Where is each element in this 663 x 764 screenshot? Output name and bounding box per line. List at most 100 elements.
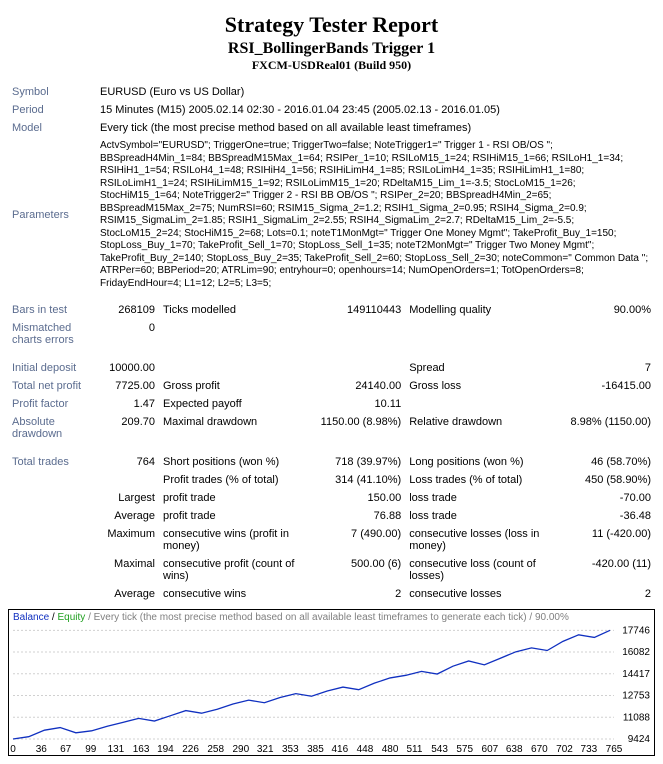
svg-text:67: 67 [60,744,72,755]
total-trades-label: Total trades [8,453,96,471]
largest-label: Largest [96,489,159,507]
profit-trades-label: Profit trades (% of total) [159,471,315,489]
maximal-label: Maximal [96,555,159,585]
svg-text:511: 511 [406,744,422,755]
rel-dd-label: Relative drawdown [405,413,565,443]
model-label: Model [8,119,96,137]
page-title: Strategy Tester Report [8,12,655,38]
symbol-value: EURUSD (Euro vs US Dollar) [96,83,655,101]
average-pt-label: profit trade [159,507,315,525]
short-pos-label: Short positions (won %) [159,453,315,471]
bars-in-test-value: 268109 [96,301,159,319]
avg-losses-label: consecutive losses [405,585,565,603]
max-dd-label: Maximal drawdown [159,413,315,443]
svg-text:385: 385 [307,744,324,755]
legend-equity: Equity [57,612,85,623]
max-dd-value: 1150.00 (8.98%) [315,413,405,443]
max-losses-value: 11 (-420.00) [565,525,655,555]
svg-text:0: 0 [10,744,16,755]
max-wins-label: consecutive wins (profit in money) [159,525,315,555]
profit-factor-label: Profit factor [8,395,96,413]
svg-text:448: 448 [357,744,374,755]
max-loss-label: consecutive loss (count of losses) [405,555,565,585]
ticks-modelled-label: Ticks modelled [159,301,315,319]
modelling-quality-value: 90.00% [565,301,655,319]
report-stats-table: Bars in test 268109 Ticks modelled 14911… [8,301,655,603]
largest-pt-value: 150.00 [315,489,405,507]
average-lt-label: loss trade [405,507,565,525]
report-top-table: Symbol EURUSD (Euro vs US Dollar) Period… [8,83,655,293]
avg-wins-value: 2 [315,585,405,603]
period-value: 15 Minutes (M15) 2005.02.14 02:30 - 2016… [96,101,655,119]
modelling-quality-label: Modelling quality [405,301,565,319]
abs-dd-label: Absolute drawdown [8,413,96,443]
svg-text:16082: 16082 [622,647,650,658]
svg-text:131: 131 [108,744,125,755]
svg-text:11088: 11088 [623,712,651,723]
svg-text:12753: 12753 [622,691,650,702]
total-net-value: 7725.00 [96,377,159,395]
long-pos-label: Long positions (won %) [405,453,565,471]
legend-balance: Balance [13,612,49,623]
average-lt-value: -36.48 [565,507,655,525]
rel-dd-value: 8.98% (1150.00) [565,413,655,443]
short-pos-value: 718 (39.97%) [315,453,405,471]
equity-chart: Balance / Equity / Every tick (the most … [8,609,655,756]
strategy-name: RSI_BollingerBands Trigger 1 [8,40,655,58]
svg-text:575: 575 [456,744,473,755]
svg-text:765: 765 [606,744,623,755]
gross-loss-label: Gross loss [405,377,565,395]
svg-text:36: 36 [36,744,48,755]
svg-text:638: 638 [506,744,523,755]
svg-text:733: 733 [581,744,598,755]
total-net-label: Total net profit [8,377,96,395]
mismatched-value: 0 [96,319,159,349]
symbol-label: Symbol [8,83,96,101]
max-wins-value: 7 (490.00) [315,525,405,555]
spread-value: 7 [565,359,655,377]
gross-loss-value: -16415.00 [565,377,655,395]
initial-deposit-value: 10000.00 [96,359,159,377]
chart-legend: Balance / Equity / Every tick (the most … [9,610,654,625]
period-label: Period [8,101,96,119]
max-profit-value: 500.00 (6) [315,555,405,585]
svg-text:99: 99 [85,744,97,755]
expected-payoff-value: 10.11 [315,395,405,413]
svg-text:17746: 17746 [622,625,650,636]
legend-rest: / Every tick (the most precise method ba… [88,612,569,623]
parameters-label: Parameters [8,137,96,293]
loss-trades-label: Loss trades (% of total) [405,471,565,489]
svg-text:480: 480 [382,744,399,755]
avg-wins-label: consecutive wins [159,585,315,603]
profit-trades-value: 314 (41.10%) [315,471,405,489]
maximum-label: Maximum [96,525,159,555]
parameters-value: ActvSymbol="EURUSD"; TriggerOne=true; Tr… [96,137,655,293]
total-trades-value: 764 [96,453,159,471]
largest-pt-label: profit trade [159,489,315,507]
gross-profit-label: Gross profit [159,377,315,395]
bars-in-test-label: Bars in test [8,301,96,319]
svg-text:702: 702 [556,744,573,755]
svg-text:543: 543 [431,744,448,755]
gross-profit-value: 24140.00 [315,377,405,395]
average-pt-value: 76.88 [315,507,405,525]
svg-text:353: 353 [282,744,299,755]
svg-text:14417: 14417 [622,669,650,680]
svg-text:290: 290 [232,744,249,755]
ticks-modelled-value: 149110443 [315,301,405,319]
svg-text:226: 226 [182,744,199,755]
largest-lt-label: loss trade [405,489,565,507]
expected-payoff-label: Expected payoff [159,395,315,413]
abs-dd-value: 209.70 [96,413,159,443]
svg-text:416: 416 [331,744,348,755]
long-pos-value: 46 (58.70%) [565,453,655,471]
average-label: Average [96,507,159,525]
max-profit-label: consecutive profit (count of wins) [159,555,315,585]
mismatched-label: Mismatched charts errors [8,319,96,349]
model-value: Every tick (the most precise method base… [96,119,655,137]
loss-trades-value: 450 (58.90%) [565,471,655,489]
max-losses-label: consecutive losses (loss in money) [405,525,565,555]
svg-text:670: 670 [531,744,548,755]
profit-factor-value: 1.47 [96,395,159,413]
initial-deposit-label: Initial deposit [8,359,96,377]
